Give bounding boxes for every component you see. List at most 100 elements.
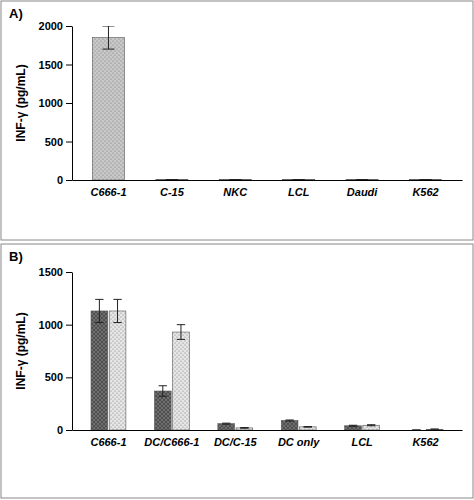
y-axis-title: INF-γ (pg/mL) [14, 64, 28, 141]
y-axis: 0 500 1000 1500 2000 [39, 20, 73, 186]
panel-frame [1, 244, 473, 498]
error-bar [367, 425, 375, 426]
y-axis-line [72, 273, 73, 431]
y-tick-label: 2000 [39, 20, 63, 32]
bar [363, 425, 380, 430]
y-tick-mark [66, 272, 72, 273]
error-bar [304, 426, 312, 428]
bar [173, 332, 190, 430]
y-tick: 500 [45, 136, 72, 148]
x-axis: C666-1 DC/C666-1 DC/C-15 DC only LCL K562 [73, 430, 463, 448]
x-tick-label: DC only [278, 436, 320, 448]
y-tick-mark [66, 142, 72, 143]
y-tick: 1500 [39, 59, 72, 71]
x-tick-label: LCL [288, 186, 310, 198]
x-tick-label: NKC [223, 186, 248, 198]
bar [156, 179, 188, 180]
panel-title: B) [9, 249, 23, 264]
y-tick-label: 500 [45, 136, 63, 148]
y-tick-label: 1000 [39, 97, 63, 109]
error-bar [285, 420, 293, 421]
error-bar [293, 179, 305, 180]
error-bar [430, 429, 438, 430]
error-bar [349, 425, 357, 426]
y-tick: 0 [57, 174, 72, 186]
x-axis-line [73, 180, 463, 181]
y-axis-title: INF-γ (pg/mL) [14, 312, 28, 389]
y-axis: 0 500 1000 1500 [39, 266, 73, 436]
bar [219, 179, 251, 180]
x-tick: C666-1 [90, 430, 126, 448]
figure: A) 0 500 1000 1500 2000 C666-1 C-15 NKC LCL Daudi K… [0, 0, 474, 500]
x-tick: C666-1 [90, 180, 126, 198]
x-tick: Daudi [347, 180, 379, 198]
y-tick-label: 1500 [39, 59, 63, 71]
y-tick: 0 [57, 424, 72, 436]
bar [408, 430, 425, 431]
bar [281, 421, 298, 430]
bar [346, 179, 378, 180]
bar [92, 38, 124, 180]
y-tick-label: 0 [57, 424, 63, 436]
x-tick: LCL [351, 430, 373, 448]
error-bar [177, 325, 185, 340]
x-tick: C-15 [160, 180, 185, 198]
x-tick-label: Daudi [347, 186, 379, 198]
bar [218, 424, 235, 430]
bar [299, 427, 316, 430]
y-tick-mark [66, 26, 72, 27]
x-tick-label: LCL [351, 436, 373, 448]
x-tick: DC only [278, 430, 320, 448]
x-tick-label: C666-1 [90, 186, 126, 198]
y-tick-mark [66, 325, 72, 326]
error-bar [229, 179, 241, 180]
x-axis: C666-1 C-15 NKC LCL Daudi K562 [73, 180, 463, 198]
panel: A) 0 500 1000 1500 2000 C666-1 C-15 NKC LCL Daudi K… [1, 1, 473, 240]
x-tick-label: C-15 [160, 186, 185, 198]
y-tick-label: 500 [45, 371, 63, 383]
error-bar [240, 427, 248, 429]
x-tick-label: K562 [412, 186, 438, 198]
panel-title: A) [9, 6, 23, 21]
y-tick-mark [66, 65, 72, 66]
y-tick-label: 1500 [39, 266, 63, 278]
bar [154, 391, 171, 430]
x-tick: DC/C-15 [214, 430, 258, 448]
plot-area [92, 26, 441, 180]
error-bar [113, 299, 121, 322]
x-tick: NKC [223, 180, 248, 198]
error-bar [356, 179, 368, 180]
x-tick-label: K562 [412, 436, 438, 448]
bar [283, 179, 315, 180]
bar [109, 311, 126, 430]
error-bar [95, 299, 103, 322]
x-tick: K562 [412, 430, 438, 448]
y-axis-line [72, 27, 73, 181]
bar [409, 179, 441, 180]
x-axis-line [73, 430, 463, 431]
bar [91, 311, 108, 430]
y-tick: 2000 [39, 20, 72, 32]
panel-frame [1, 1, 473, 240]
error-bar [159, 386, 167, 397]
bar [345, 426, 362, 430]
plot-area [91, 299, 443, 430]
x-tick-label: C666-1 [90, 436, 126, 448]
x-tick: K562 [412, 180, 438, 198]
y-tick: 1000 [39, 97, 72, 109]
x-tick: DC/C666-1 [144, 430, 199, 448]
y-tick-label: 1000 [39, 319, 63, 331]
bar [426, 429, 443, 430]
error-bar [102, 26, 114, 49]
x-tick-label: DC/C-15 [214, 436, 258, 448]
error-bar [222, 423, 230, 424]
y-tick-mark [66, 430, 72, 431]
y-tick: 1000 [39, 319, 72, 331]
y-tick: 1500 [39, 266, 72, 278]
x-tick: LCL [288, 180, 310, 198]
error-bar [412, 430, 420, 431]
bar [236, 428, 253, 430]
error-bar [420, 179, 432, 180]
panel: B) 0 500 1000 1500 C666-1 DC/C666-1 DC/C-15 DC o… [1, 244, 473, 498]
error-bar [166, 179, 178, 180]
